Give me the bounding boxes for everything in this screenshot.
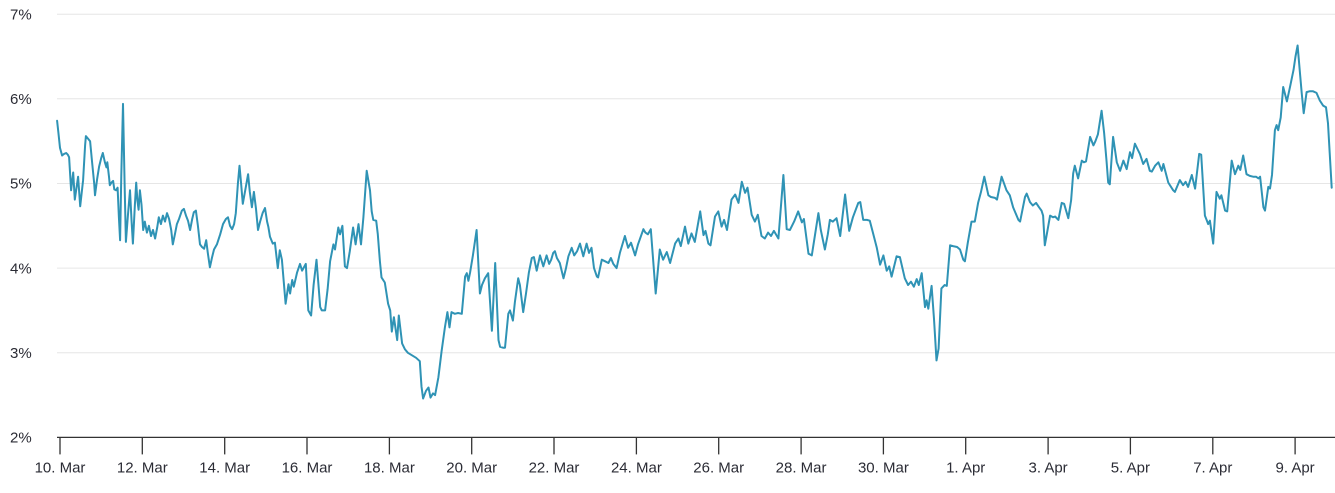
x-axis-labels: 10. Mar 12. Mar 14. Mar 16. Mar 18. Mar 20. M… bbox=[35, 459, 1315, 476]
y-axis-labels: 2% 3% 4% 5% 6% 7% bbox=[10, 6, 32, 446]
x-axis bbox=[57, 436, 1335, 455]
y-axis-tick-label: 4% bbox=[10, 260, 32, 277]
gridlines bbox=[57, 13, 1335, 354]
x-axis-tick-label: 22. Mar bbox=[529, 459, 580, 476]
x-axis-tick-label: 14. Mar bbox=[199, 459, 250, 476]
x-axis-tick-label: 26. Mar bbox=[693, 459, 744, 476]
series-line bbox=[56, 44, 1333, 400]
x-axis-tick-label: 30. Mar bbox=[858, 459, 909, 476]
x-axis-tick-label: 3. Apr bbox=[1028, 459, 1067, 476]
x-axis-tick-label: 5. Apr bbox=[1111, 459, 1150, 476]
x-axis-tick-label: 12. Mar bbox=[117, 459, 168, 476]
y-axis-tick-label: 3% bbox=[10, 345, 32, 362]
x-axis-tick-label: 10. Mar bbox=[35, 459, 86, 476]
y-axis-tick-label: 5% bbox=[10, 176, 32, 193]
y-axis-tick-label: 6% bbox=[10, 91, 32, 108]
x-axis-tick-label: 18. Mar bbox=[364, 459, 415, 476]
x-axis-tick-label: 28. Mar bbox=[776, 459, 827, 476]
x-axis-tick-label: 1. Apr bbox=[946, 459, 985, 476]
x-axis-tick-label: 9. Apr bbox=[1275, 459, 1314, 476]
y-axis-tick-label: 2% bbox=[10, 430, 32, 447]
y-axis-tick-label: 7% bbox=[10, 6, 32, 23]
line-series bbox=[56, 44, 1333, 400]
x-axis-tick-label: 24. Mar bbox=[611, 459, 662, 476]
x-axis-tick-label: 7. Apr bbox=[1193, 459, 1232, 476]
x-axis-tick-label: 20. Mar bbox=[446, 459, 497, 476]
x-axis-tick-label: 16. Mar bbox=[282, 459, 333, 476]
